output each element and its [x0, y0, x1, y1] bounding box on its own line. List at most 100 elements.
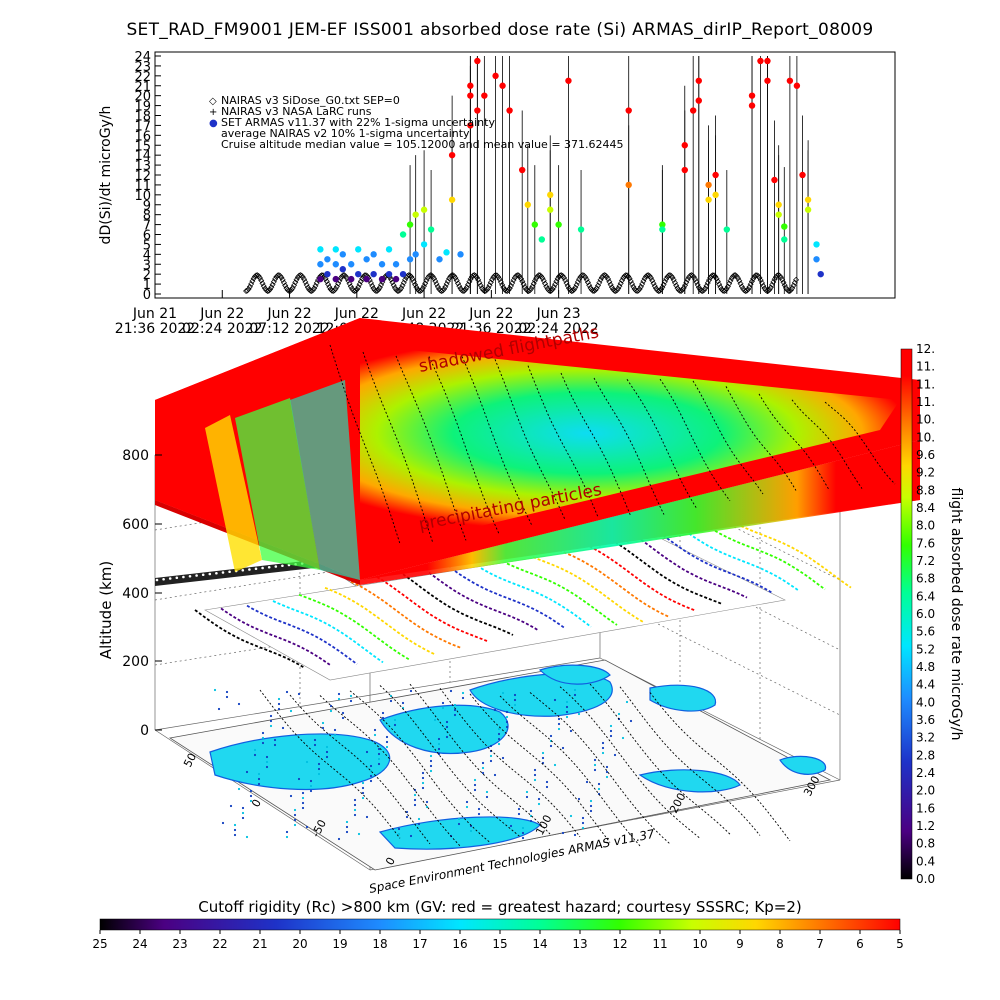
armas-point — [695, 77, 702, 84]
ground-track — [619, 686, 761, 836]
map-speckle — [309, 789, 313, 793]
map-speckle — [529, 809, 533, 813]
nairas-marker — [484, 286, 491, 293]
map-speckle — [497, 742, 501, 746]
map-speckle — [241, 806, 245, 810]
armas-point — [499, 82, 506, 89]
legend-marker: ◇ — [209, 96, 217, 107]
map-speckle — [261, 731, 265, 735]
armas-point — [420, 206, 428, 213]
map-speckle — [225, 695, 229, 699]
nairas-marker — [331, 287, 338, 294]
legend: ◇ NAIRAS v3 SiDose_G0.txt SEP=0 + NAIRAS v3… — [209, 94, 624, 151]
cutoff-tick-label: 13 — [572, 937, 587, 951]
shadow-strip-dot — [281, 564, 284, 568]
slab-track — [758, 393, 830, 491]
armas-point — [748, 92, 756, 99]
map-speckle — [445, 720, 449, 724]
map-speckle — [393, 723, 397, 727]
ground-track — [409, 683, 551, 835]
map-speckle — [533, 768, 537, 772]
dose-tick-label: 8.0 — [916, 519, 935, 533]
dose-tick-label: 0.4 — [916, 854, 935, 868]
map-speckle — [477, 812, 481, 816]
map-speckle — [577, 712, 581, 716]
nairas-marker — [433, 280, 440, 287]
orbit-track — [480, 567, 592, 628]
y-tick-label: 21 — [134, 80, 151, 95]
map-speckle — [521, 831, 525, 835]
ground-track — [379, 685, 521, 838]
x-tick-label-date: Jun 22 — [401, 306, 446, 322]
orbit-track — [740, 525, 852, 589]
x-tick-label-date: Jun 22 — [199, 306, 244, 322]
dose-tick-label: 9.6 — [916, 448, 935, 462]
slab-track — [659, 378, 731, 502]
shadow-strip-dot — [168, 577, 172, 580]
map-speckle — [277, 702, 281, 706]
nairas-marker — [409, 276, 416, 283]
ground-tracks — [259, 683, 791, 847]
armas-point — [378, 261, 386, 268]
y-tick-label: 22 — [134, 70, 151, 85]
map-speckle — [485, 795, 489, 799]
map-speckle — [505, 710, 509, 714]
nairas-marker — [347, 283, 354, 290]
nairas-marker — [282, 282, 289, 289]
armas-point — [524, 201, 532, 208]
armas-point — [355, 270, 362, 278]
armas-point — [348, 261, 355, 268]
dose-tick-label: 4.4 — [916, 678, 935, 692]
armas-point — [406, 221, 414, 228]
cutoff-colorbar-gradient — [99, 918, 901, 931]
shadow-strip-dot — [274, 565, 278, 568]
armas-point — [781, 223, 788, 230]
map-speckle — [557, 717, 561, 721]
map-speckle — [265, 760, 269, 764]
map-speckle — [545, 780, 549, 784]
legend-entry: Cruise altitude median value = 105.12000… — [221, 138, 624, 151]
map-speckle — [629, 719, 633, 723]
map-speckle — [221, 821, 225, 825]
nairas-marker — [405, 272, 412, 279]
armas-point — [506, 107, 513, 114]
y-tick-label: 1 — [143, 278, 151, 293]
armas-point — [492, 72, 499, 80]
altitude-axis-label: Altitude (km) — [97, 561, 115, 659]
armas-point — [392, 261, 400, 268]
x-tick-label-date: Jun 23 — [536, 306, 581, 322]
cutoff-tick-label: 20 — [292, 937, 307, 951]
armas-point — [775, 211, 782, 218]
slab-track — [692, 380, 764, 495]
nairas-marker — [766, 286, 773, 293]
nairas-marker — [255, 273, 262, 280]
map-speckle — [345, 825, 349, 829]
map-speckle — [613, 753, 617, 757]
cutoff-tick-label: 12 — [612, 937, 627, 951]
cutoff-tick-label: 9 — [736, 937, 744, 951]
map-speckle — [277, 697, 281, 701]
nairas-marker — [543, 283, 550, 290]
armas-point — [659, 221, 666, 228]
map-speckle — [385, 745, 389, 749]
map-speckle — [305, 760, 309, 764]
nairas-marker — [293, 276, 300, 283]
nairas-marker — [663, 276, 670, 283]
map-speckle — [589, 804, 593, 808]
map-speckle — [333, 733, 337, 737]
dose-tick-label: 11. — [916, 395, 935, 409]
nairas-marker — [453, 277, 460, 284]
nairas-marker — [777, 274, 784, 281]
nairas-marker — [608, 284, 615, 291]
nairas-marker — [373, 287, 380, 294]
map-speckle — [513, 703, 517, 707]
shadow-strip-dot — [254, 567, 258, 571]
continents — [209, 664, 827, 850]
dose-tick-label: 7.2 — [916, 554, 935, 568]
nairas-marker — [737, 280, 744, 287]
ground-track — [589, 683, 731, 835]
map-speckle — [437, 747, 441, 751]
map-speckle — [261, 736, 265, 740]
map-speckle — [365, 815, 369, 819]
